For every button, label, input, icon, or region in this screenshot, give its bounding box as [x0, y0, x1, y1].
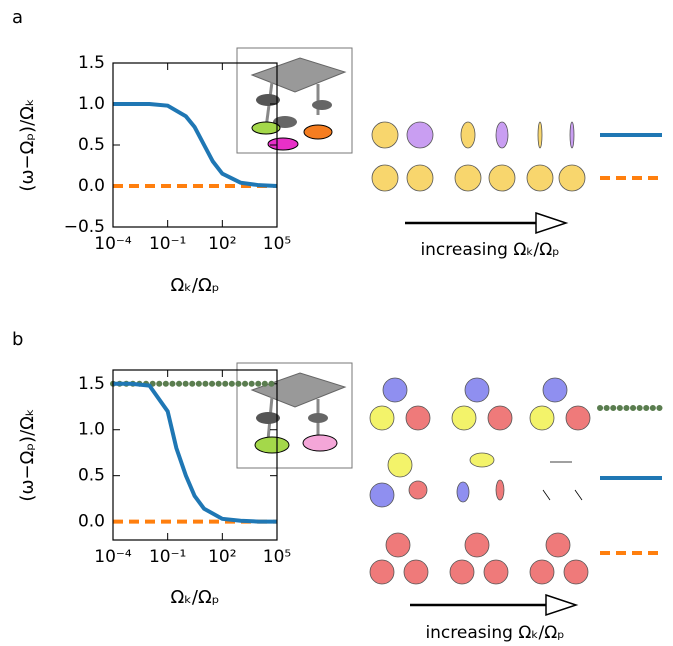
axes-frame — [112, 369, 278, 541]
oscillator-sketch — [369, 121, 591, 585]
annotation: increasing Ωₖ/Ωₚ — [425, 623, 564, 643]
y-tick-label: 1.0 — [78, 420, 105, 440]
panel-label: a — [12, 7, 23, 28]
panel-label: b — [12, 329, 23, 350]
x-tick-label: 10⁵ — [263, 547, 291, 567]
y-axis-label: (ω−Ωₚ)/Ωₖ — [17, 408, 38, 501]
x-tick-label: 10⁵ — [263, 234, 291, 254]
y-tick-label: 1.5 — [78, 374, 105, 394]
x-axis-label: Ωₖ/Ωₚ — [171, 275, 220, 296]
y-tick-label: 0.5 — [78, 135, 105, 155]
x-axis-label: Ωₖ/Ωₚ — [171, 587, 220, 608]
series-line — [113, 102, 278, 188]
y-tick-label: 0.0 — [78, 512, 105, 532]
annotation: increasing Ωₖ/Ωₚ — [420, 240, 559, 260]
inset-diagram — [236, 47, 353, 469]
y-axis-label: (ω−Ωₚ)/Ωₖ — [17, 98, 38, 191]
x-tick-label: 10⁻¹ — [149, 547, 186, 567]
x-tick-label: 10⁻⁴ — [94, 547, 132, 567]
x-tick-label: 10⁻⁴ — [94, 234, 132, 254]
y-tick-label: 0.0 — [78, 176, 105, 196]
y-tick-label: −0.5 — [64, 217, 105, 237]
x-tick-label: 10² — [208, 547, 236, 567]
series-line — [113, 381, 277, 524]
axes-frame — [112, 62, 278, 228]
y-tick-label: 1.5 — [78, 53, 105, 73]
y-tick-label: 0.5 — [78, 466, 105, 486]
x-tick-label: 10⁻¹ — [149, 234, 186, 254]
arrow — [405, 211, 579, 617]
x-tick-label: 10² — [208, 234, 236, 254]
y-tick-label: 1.0 — [78, 94, 105, 114]
